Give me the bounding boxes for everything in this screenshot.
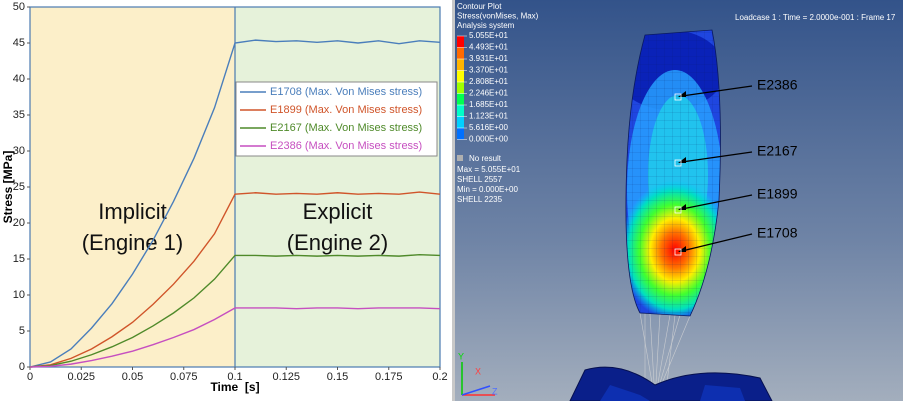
region-label: Implicit	[98, 199, 166, 224]
axis-triad-label: Y	[458, 351, 464, 361]
chart: Implicit (Engine 1) Explicit (Engine 2) 0 5 10…	[1, 1, 447, 394]
contour-header: Contour Plot	[457, 2, 502, 11]
axis-triad	[461, 362, 495, 396]
contour-level-label: 3.931E+01	[469, 54, 508, 63]
no-result-label: No result	[469, 154, 502, 163]
region-label: (Engine 2)	[287, 230, 389, 255]
contour-color-box	[457, 47, 464, 59]
contour-view	[455, 0, 903, 401]
element-label: E1899	[757, 186, 798, 202]
region	[235, 7, 440, 367]
contour-color-box	[457, 59, 464, 71]
x-axis-label: Time [s]	[210, 380, 259, 394]
region-label: Explicit	[303, 199, 373, 224]
y-tick-label: 15	[13, 253, 25, 265]
divider	[452, 0, 455, 401]
y-tick-label: 5	[19, 325, 25, 337]
element-label: E2386	[757, 77, 798, 93]
shell-contour	[625, 30, 721, 316]
element-marker	[674, 159, 682, 167]
contour-level-label: 2.246E+01	[469, 89, 508, 98]
element-arrowhead	[678, 91, 686, 97]
element-marker	[674, 248, 682, 256]
axis-triad-label: Z	[492, 386, 498, 396]
contour-level-label: 0.000E+00	[469, 135, 508, 144]
element-label: E2167	[757, 143, 798, 159]
x-tick-label: 0.175	[375, 371, 403, 383]
element-arrowhead	[678, 157, 686, 163]
element-arrow	[681, 151, 753, 163]
y-tick-label: 50	[13, 1, 25, 13]
contour-color-box	[457, 82, 464, 94]
contour-header: Analysis system	[457, 21, 515, 30]
contour-level-label: 3.370E+01	[469, 66, 508, 75]
contour-level-label: 2.808E+01	[469, 77, 508, 86]
contour-color-box	[457, 93, 464, 105]
series-line	[29, 39, 441, 368]
element-marker	[674, 93, 682, 101]
legend-box	[235, 81, 438, 157]
element-arrowhead	[678, 204, 686, 210]
element-arrow	[681, 233, 753, 252]
contour-footer: Min = 0.000E+00	[457, 185, 518, 194]
x-tick-label: 0.05	[122, 371, 143, 383]
element-arrow	[681, 85, 753, 97]
x-tick-label: 0.1	[227, 371, 242, 383]
contour-level-label: 4.493E+01	[469, 43, 508, 52]
y-axis-label: Stress [MPa]	[1, 151, 15, 224]
element-marker	[674, 206, 682, 214]
contour-level-label: 1.123E+01	[469, 112, 508, 121]
contour-color-box	[457, 36, 464, 48]
contour-color-box	[457, 105, 464, 117]
base-part-detail	[600, 385, 745, 401]
contour-level-label: 1.685E+01	[469, 100, 508, 109]
legend-label: E2386 (Max. Von Mises stress)	[270, 140, 422, 152]
shell-outline	[625, 29, 721, 317]
y-tick-label: 20	[13, 217, 25, 229]
region	[30, 7, 235, 367]
contour-color-box	[457, 116, 464, 128]
series-line	[29, 191, 441, 368]
element-label: E1708	[757, 225, 798, 241]
y-tick-label: 0	[19, 361, 25, 373]
contour-color-box	[457, 128, 464, 140]
legend-label: E2167 (Max. Von Mises stress)	[270, 122, 422, 134]
series-line	[29, 253, 441, 368]
x-tick-label: 0.075	[170, 371, 198, 383]
y-tick-label: 30	[13, 145, 25, 157]
x-tick-label: 0.2	[432, 371, 447, 383]
contour-footer: Max = 5.055E+01	[457, 165, 521, 174]
x-tick-label: 0.125	[272, 371, 300, 383]
contour-level-label: 5.616E+00	[469, 123, 508, 132]
y-tick-label: 35	[13, 109, 25, 121]
y-tick-label: 10	[13, 289, 25, 301]
loadcase-label: Loadcase 1 : Time = 2.0000e-001 : Frame …	[735, 13, 896, 22]
element-arrowhead	[678, 246, 686, 252]
contour-footer: SHELL 2557	[457, 175, 503, 184]
series-line	[29, 307, 441, 368]
element-arrow	[681, 194, 753, 210]
contour-footer: SHELL 2235	[457, 195, 503, 204]
x-tick-label: 0.15	[327, 371, 348, 383]
x-tick-label: 0	[27, 371, 33, 383]
y-tick-label: 45	[13, 37, 25, 49]
contour-color-box	[457, 70, 464, 82]
contour-header: Stress(vonMises, Max)	[457, 12, 539, 21]
no-result-box	[457, 155, 463, 161]
legend-label: E1899 (Max. Von Mises stress)	[270, 104, 422, 116]
y-tick-label: 40	[13, 73, 25, 85]
contour-level-label: 5.055E+01	[469, 31, 508, 40]
x-tick-label: 0.025	[67, 371, 95, 383]
legend-label: E1708 (Max. Von Mises stress)	[270, 86, 422, 98]
region-label: (Engine 1)	[82, 230, 184, 255]
axis-triad-label: X	[475, 366, 481, 376]
y-tick-label: 25	[13, 181, 25, 193]
